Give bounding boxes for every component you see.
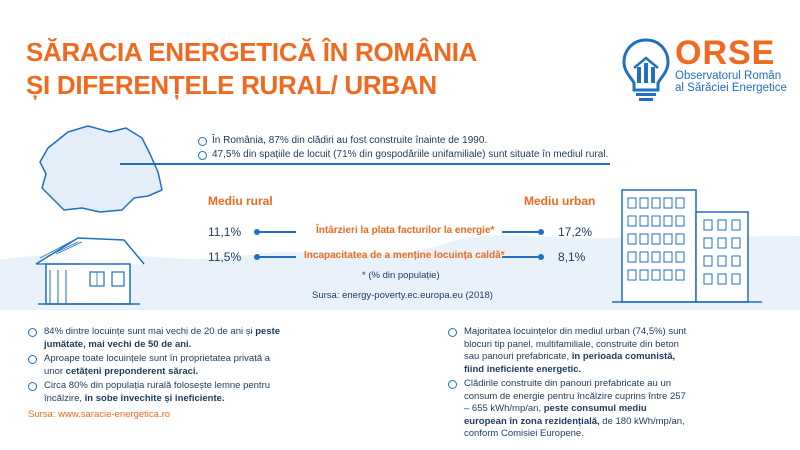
rural-value-heating: 11,5%	[208, 250, 242, 264]
top-fact-item: În România, 87% din clădiri au fost cons…	[198, 134, 608, 148]
urban-value-heating: 8,1%	[558, 250, 586, 264]
rural-heading: Mediu rural	[208, 194, 273, 208]
rural-fact-item: Circa 80% din populația rurală folosește…	[28, 380, 288, 405]
apartment-block-icon	[612, 189, 762, 303]
connector-line	[502, 256, 542, 258]
rural-fact-item: Aproape toate locuințele sunt în proprie…	[28, 353, 288, 378]
rural-value-late-payment: 11,1%	[208, 225, 242, 239]
urban-fact-item: Clădirile construite din panouri prefabr…	[448, 378, 688, 441]
divider-line	[120, 163, 610, 165]
top-fact-item: 47,5% din spațiile de locuit (71% din go…	[198, 148, 608, 162]
connector-dot	[254, 254, 260, 260]
title-line-2: ȘI DIFERENȚELE RURAL/ URBAN	[26, 70, 437, 100]
logo-subtitle-1: Observatorul Român	[675, 70, 782, 82]
rural-house-icon	[35, 237, 145, 305]
footnote: * (% din populație)	[362, 270, 440, 281]
logo-name: ORSE	[675, 34, 776, 72]
connector-line	[258, 231, 296, 233]
lightbulb-house-icon	[622, 38, 670, 101]
urban-heading: Mediu urban	[524, 194, 596, 208]
background-wave	[0, 235, 800, 310]
rural-fact-item: 84% dintre locuințe sunt mai vechi de 20…	[28, 326, 288, 351]
logo-text: ORSE Observatorul Român al Sărăciei Ener…	[675, 36, 787, 94]
top-facts-list: În România, 87% din clădiri au fost cons…	[198, 134, 608, 162]
connector-dot	[254, 229, 260, 235]
connector-dot	[538, 254, 544, 260]
page-title: SĂRACIA ENERGETICĂ ÎN ROMÂNIA ȘI DIFEREN…	[26, 36, 477, 102]
urban-facts-list: Majoritatea locuințelor din mediul urban…	[448, 326, 688, 443]
romania-map-icon	[39, 125, 163, 213]
orse-logo: ORSE Observatorul Român al Sărăciei Ener…	[620, 36, 790, 108]
rural-facts-list: 84% dintre locuințe sunt mai vechi de 20…	[28, 326, 288, 407]
indicator-label: Incapacitatea de a menține locuința cald…	[304, 250, 505, 261]
connector-dot	[538, 229, 544, 235]
urban-fact-item: Majoritatea locuințelor din mediul urban…	[448, 326, 688, 376]
connector-line	[502, 231, 542, 233]
indicator-label: Întârzieri la plata facturilor la energi…	[316, 225, 495, 236]
comparison-source: Sursa: energy-poverty.ec.europa.eu (2018…	[312, 290, 493, 301]
urban-value-late-payment: 17,2%	[558, 225, 593, 239]
logo-subtitle-2: al Sărăciei Energetice	[675, 82, 787, 94]
connector-line	[258, 256, 296, 258]
title-line-1: SĂRACIA ENERGETICĂ ÎN ROMÂNIA	[26, 37, 478, 67]
bottom-source: Sursa: www.saracie-energetica.ro	[28, 409, 171, 420]
